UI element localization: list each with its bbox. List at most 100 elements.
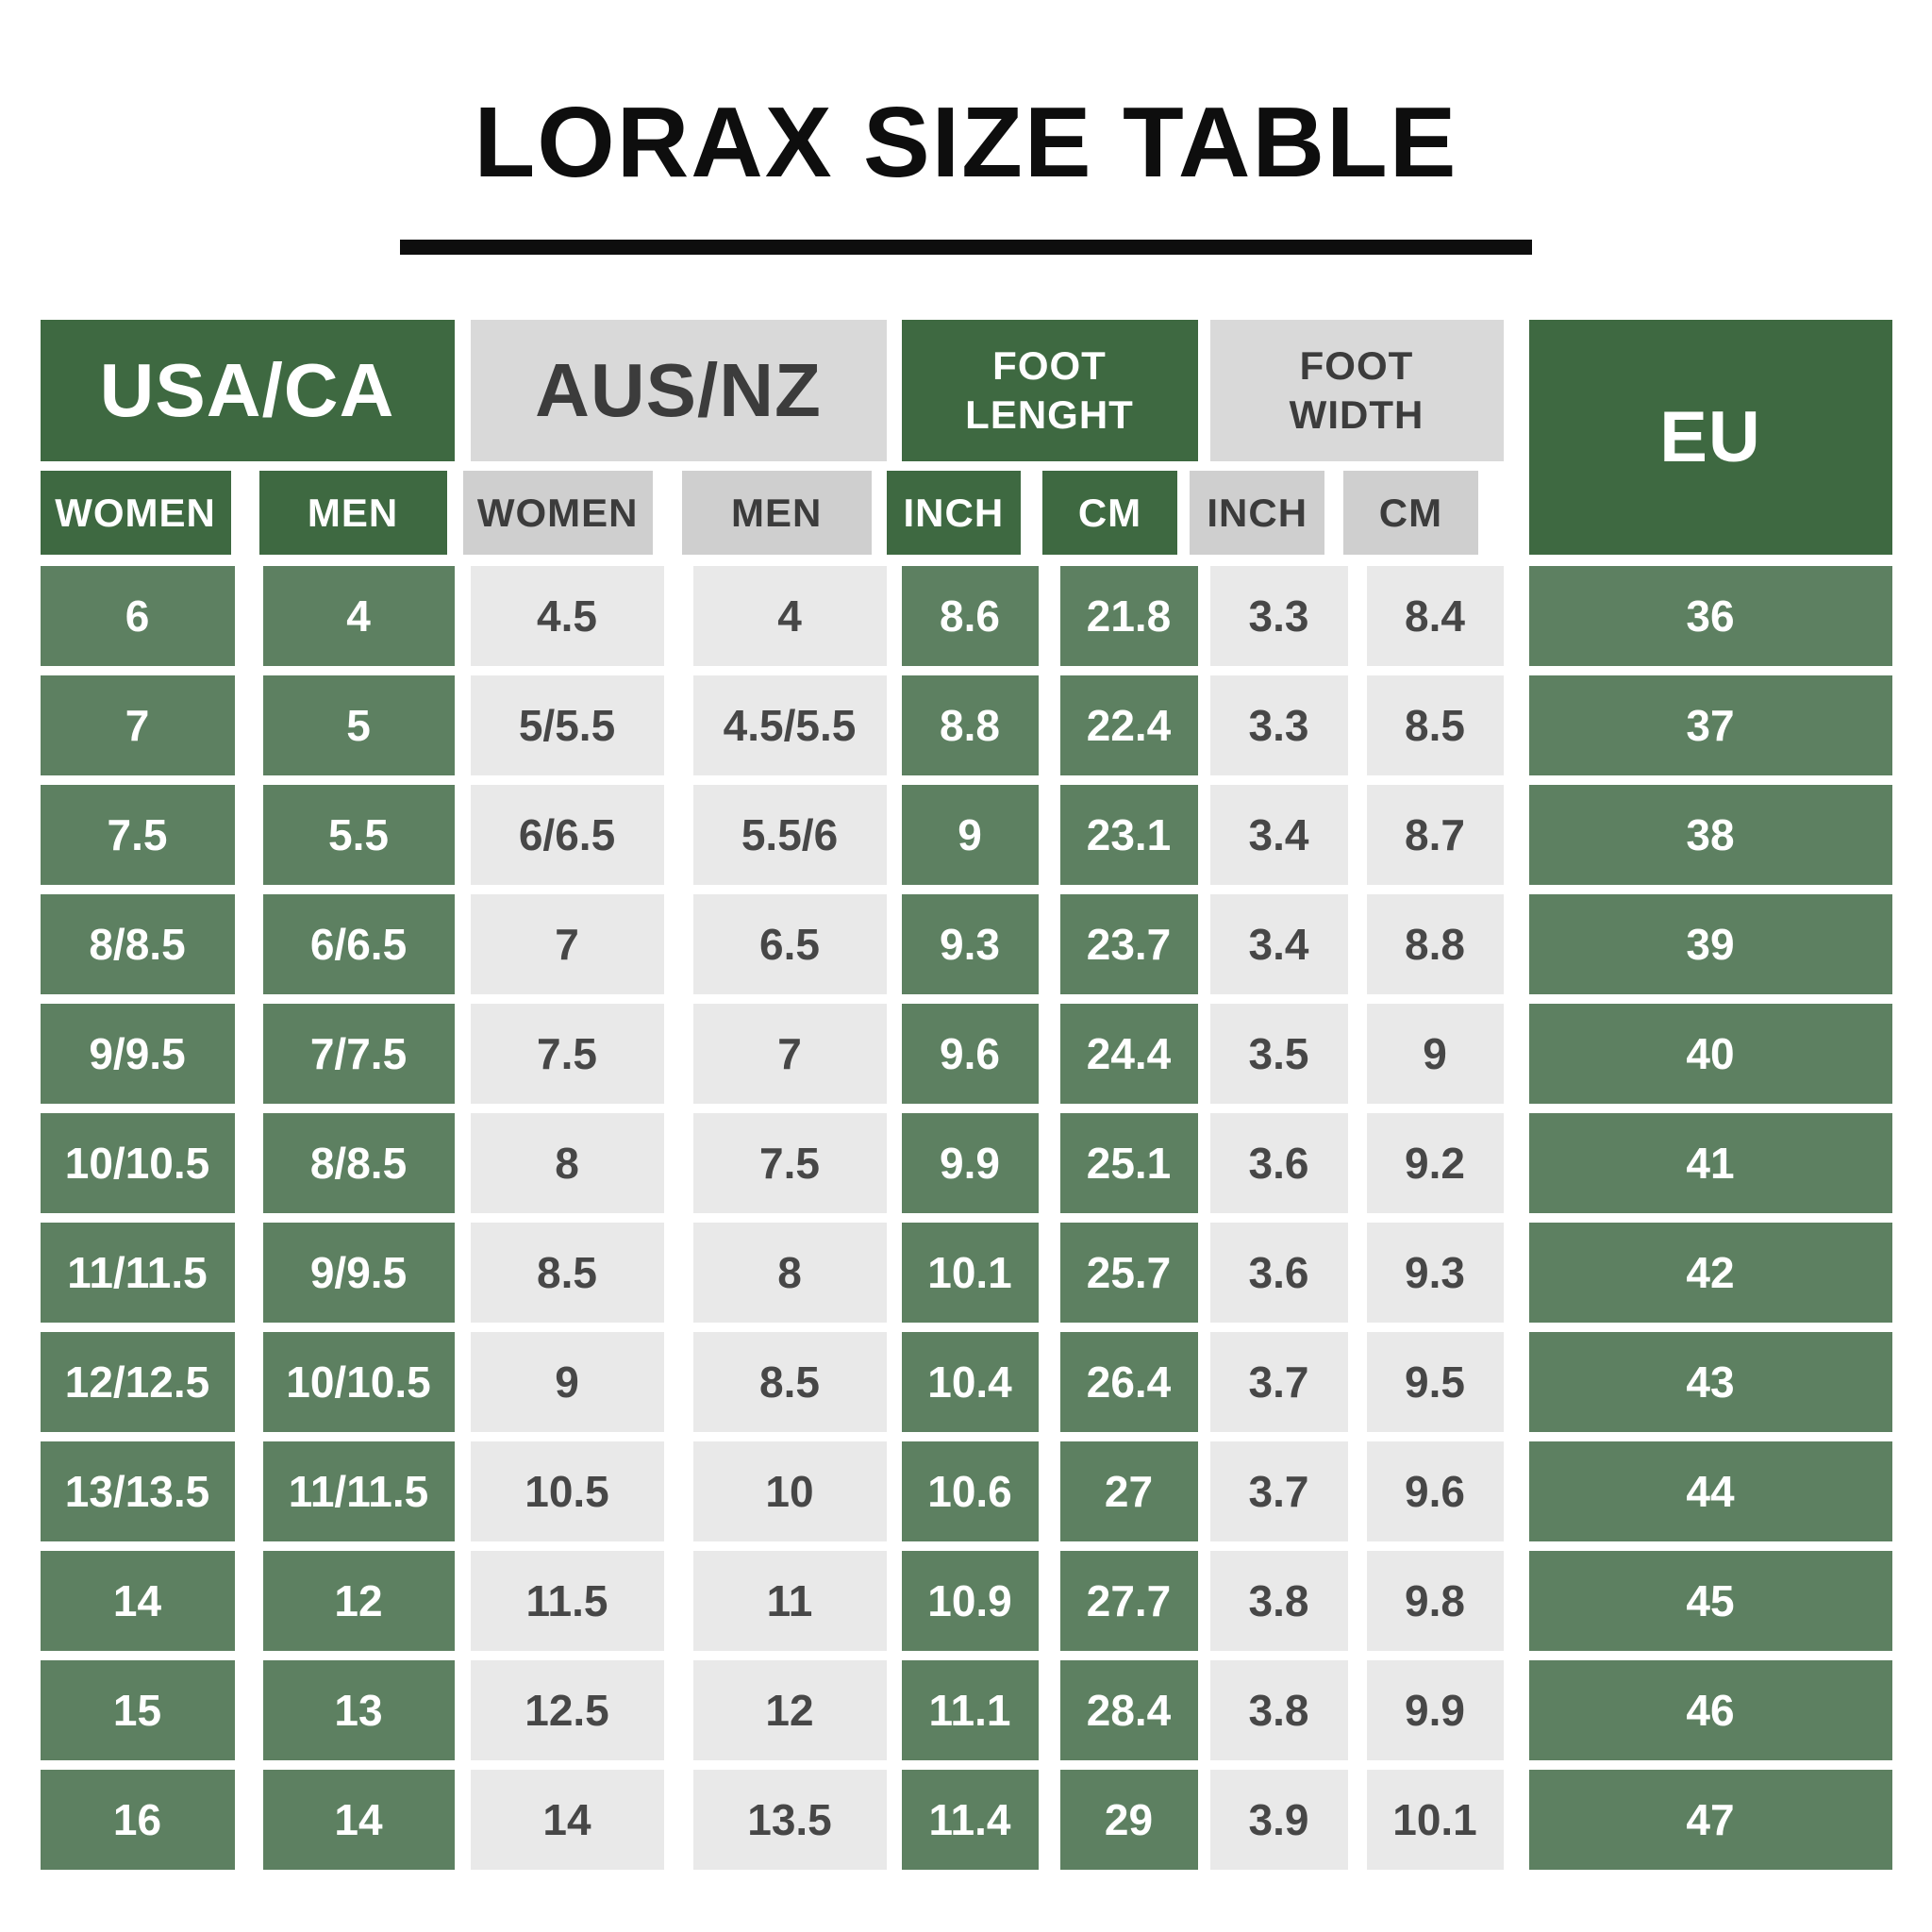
size-cell: 5.5 <box>262 785 455 885</box>
size-cell: 27.7 <box>1059 1551 1198 1651</box>
table-row: 14 12 11.5 11 10.9 27.7 3.8 9.8 45 <box>40 1551 1892 1651</box>
size-cell: 10.6 <box>901 1441 1039 1541</box>
size-cell: 14 <box>262 1770 455 1870</box>
size-cell: 9.9 <box>1366 1660 1504 1760</box>
size-cell: 8 <box>470 1113 664 1213</box>
table-row: 12/12.5 10/10.5 9 8.5 10.4 26.4 3.7 9.5 43 <box>40 1332 1892 1432</box>
size-cell: 3.5 <box>1209 1004 1348 1104</box>
size-cell: 7.5 <box>692 1113 887 1213</box>
size-cell: 8.5 <box>1366 675 1504 775</box>
size-cell: 36 <box>1528 566 1892 666</box>
size-cell: 38 <box>1528 785 1892 885</box>
size-cell: 10.4 <box>901 1332 1039 1432</box>
size-cell: 8.6 <box>901 566 1039 666</box>
size-cell: 3.9 <box>1209 1770 1348 1870</box>
size-cell: 44 <box>1528 1441 1892 1541</box>
header-eu: EU <box>1528 320 1892 555</box>
size-cell: 11/11.5 <box>40 1223 235 1323</box>
subheader-men-0: MEN <box>258 471 447 555</box>
subheader-men-1: MEN <box>681 471 872 555</box>
size-cell: 28.4 <box>1059 1660 1198 1760</box>
size-cell: 12 <box>692 1660 887 1760</box>
size-cell: 22.4 <box>1059 675 1198 775</box>
size-cell: 8/8.5 <box>262 1113 455 1213</box>
size-cell: 41 <box>1528 1113 1892 1213</box>
header-usa-ca-label: USA/CA <box>99 348 395 432</box>
size-cell: 15 <box>40 1660 235 1760</box>
size-cell: 47 <box>1528 1770 1892 1870</box>
size-cell: 5/5.5 <box>470 675 664 775</box>
size-cell: 12.5 <box>470 1660 664 1760</box>
size-cell: 6/6.5 <box>470 785 664 885</box>
table-row: 6 4 4.5 4 8.6 21.8 3.3 8.4 36 <box>40 566 1892 666</box>
size-cell: 10.9 <box>901 1551 1039 1651</box>
table-row: 7 5 5/5.5 4.5/5.5 8.8 22.4 3.3 8.5 37 <box>40 675 1892 775</box>
size-cell: 43 <box>1528 1332 1892 1432</box>
size-cell: 13/13.5 <box>40 1441 235 1541</box>
size-cell: 11.1 <box>901 1660 1039 1760</box>
size-cell: 8.5 <box>692 1332 887 1432</box>
size-cell: 10 <box>692 1441 887 1541</box>
table-body: 6 4 4.5 4 8.6 21.8 3.3 8.4 36 7 5 5/5.5 4.5/5.5 8.8 22… <box>40 566 1892 1870</box>
size-cell: 25.7 <box>1059 1223 1198 1323</box>
title-block: LORAX SIZE TABLE <box>0 0 1932 255</box>
subheader-cm-2: CM <box>1041 471 1178 555</box>
size-cell: 9.6 <box>1366 1441 1504 1541</box>
size-cell: 8.8 <box>901 675 1039 775</box>
size-cell: 21.8 <box>1059 566 1198 666</box>
size-cell: 3.7 <box>1209 1441 1348 1541</box>
table-row: 7.5 5.5 6/6.5 5.5/6 9 23.1 3.4 8.7 38 <box>40 785 1892 885</box>
size-cell: 10/10.5 <box>40 1113 235 1213</box>
size-cell: 24.4 <box>1059 1004 1198 1104</box>
size-cell: 9.8 <box>1366 1551 1504 1651</box>
header-foot-width-label: FOOT WIDTH <box>1289 343 1424 437</box>
table-row: 15 13 12.5 12 11.1 28.4 3.8 9.9 46 <box>40 1660 1892 1760</box>
size-cell: 29 <box>1059 1770 1198 1870</box>
table-row: 9/9.5 7/7.5 7.5 7 9.6 24.4 3.5 9 40 <box>40 1004 1892 1104</box>
size-cell: 9/9.5 <box>262 1223 455 1323</box>
size-cell: 3.6 <box>1209 1113 1348 1213</box>
size-cell: 4 <box>262 566 455 666</box>
size-cell: 11 <box>692 1551 887 1651</box>
size-cell: 6/6.5 <box>262 894 455 994</box>
subheader-cm-3: CM <box>1343 471 1478 555</box>
table-row: 8/8.5 6/6.5 7 6.5 9.3 23.7 3.4 8.8 39 <box>40 894 1892 994</box>
size-cell: 26.4 <box>1059 1332 1198 1432</box>
page-title: LORAX SIZE TABLE <box>474 87 1458 198</box>
size-cell: 8.8 <box>1366 894 1504 994</box>
size-cell: 6.5 <box>692 894 887 994</box>
size-cell: 37 <box>1528 675 1892 775</box>
size-cell: 45 <box>1528 1551 1892 1651</box>
header-usa-ca: USA/CA <box>40 320 455 461</box>
size-cell: 3.6 <box>1209 1223 1348 1323</box>
size-cell: 11.5 <box>470 1551 664 1651</box>
subheader-women-0: WOMEN <box>40 471 231 555</box>
size-cell: 12/12.5 <box>40 1332 235 1432</box>
size-cell: 7.5 <box>40 785 235 885</box>
size-cell: 11/11.5 <box>262 1441 455 1541</box>
size-cell: 12 <box>262 1551 455 1651</box>
size-cell: 8.7 <box>1366 785 1504 885</box>
header-foot-width: FOOT WIDTH <box>1209 320 1504 461</box>
size-cell: 4.5/5.5 <box>692 675 887 775</box>
table-row: 10/10.5 8/8.5 8 7.5 9.9 25.1 3.6 9.2 41 <box>40 1113 1892 1213</box>
subheader-women-1: WOMEN <box>462 471 653 555</box>
size-cell: 4.5 <box>470 566 664 666</box>
subheader-row: WOMEN MEN WOMEN MEN INCH CM INCH CM <box>40 471 1504 555</box>
size-cell: 6 <box>40 566 235 666</box>
size-cell: 9.9 <box>901 1113 1039 1213</box>
size-cell: 9.5 <box>1366 1332 1504 1432</box>
size-cell: 5.5/6 <box>692 785 887 885</box>
size-cell: 9.3 <box>1366 1223 1504 1323</box>
size-cell: 23.1 <box>1059 785 1198 885</box>
header-aus-nz: AUS/NZ <box>470 320 887 461</box>
size-cell: 25.1 <box>1059 1113 1198 1213</box>
table-row: 16 14 14 13.5 11.4 29 3.9 10.1 47 <box>40 1770 1892 1870</box>
size-cell: 42 <box>1528 1223 1892 1323</box>
size-cell: 3.8 <box>1209 1551 1348 1651</box>
size-cell: 46 <box>1528 1660 1892 1760</box>
size-cell: 8.5 <box>470 1223 664 1323</box>
size-cell: 14 <box>470 1770 664 1870</box>
table-row: 11/11.5 9/9.5 8.5 8 10.1 25.7 3.6 9.3 42 <box>40 1223 1892 1323</box>
size-cell: 9.3 <box>901 894 1039 994</box>
